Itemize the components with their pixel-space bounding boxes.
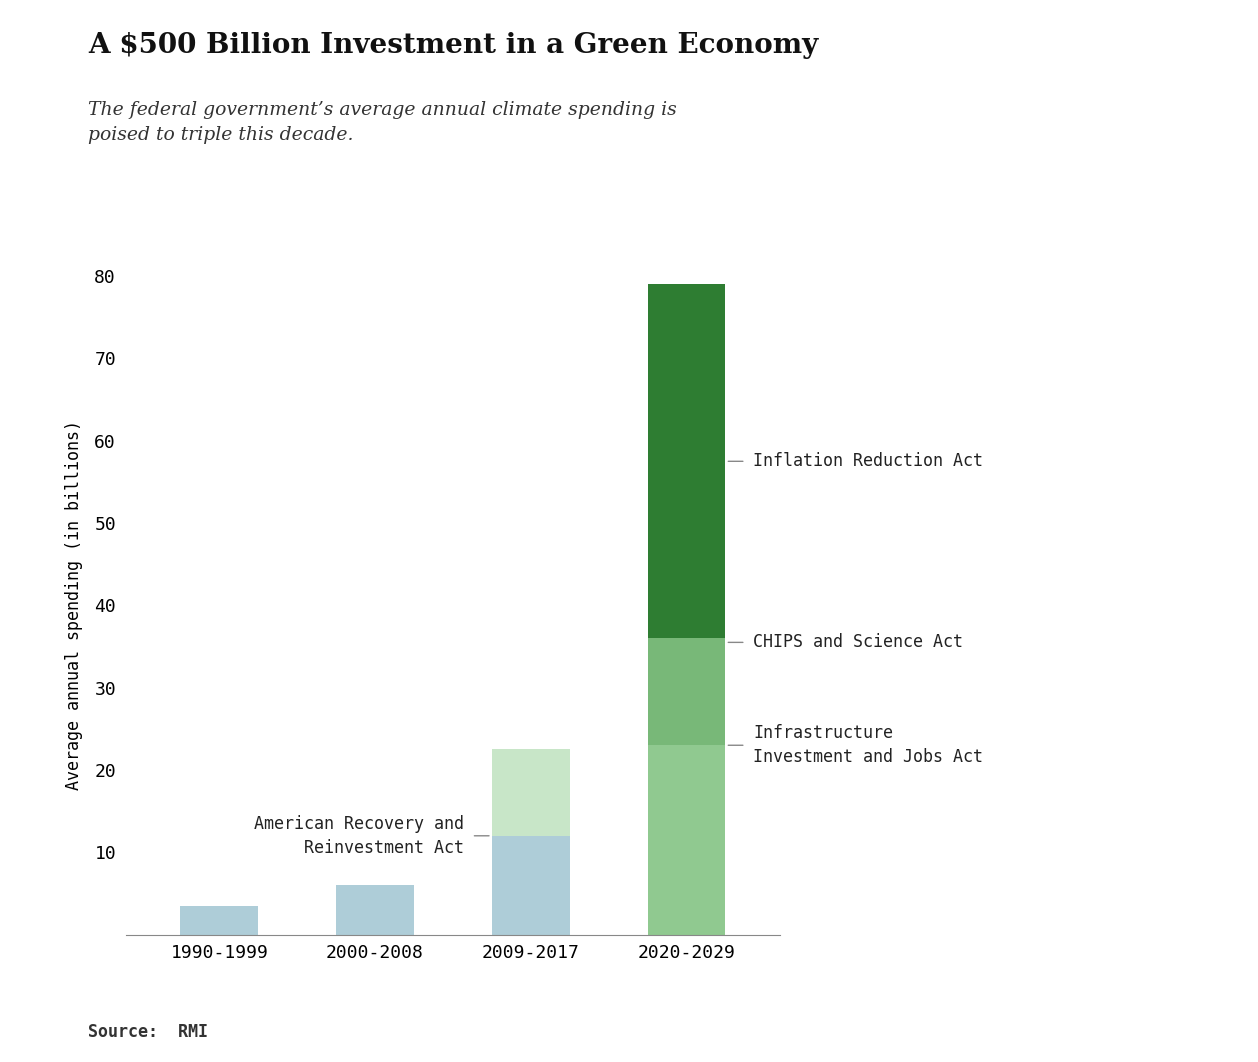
Text: The federal government’s average annual climate spending is
poised to triple thi: The federal government’s average annual …	[88, 101, 677, 143]
Bar	[180, 906, 258, 935]
Text: American Recovery and
Reinvestment Act: American Recovery and Reinvestment Act	[254, 815, 464, 857]
Bar	[492, 750, 570, 836]
Bar	[492, 836, 570, 935]
Y-axis label: Average annual spending (in billions): Average annual spending (in billions)	[65, 421, 83, 790]
Text: Source:  RMI: Source: RMI	[88, 1023, 208, 1041]
Text: CHIPS and Science Act: CHIPS and Science Act	[754, 633, 964, 651]
Bar	[648, 638, 726, 746]
Text: Infrastructure
Investment and Jobs Act: Infrastructure Investment and Jobs Act	[754, 724, 984, 766]
Bar	[648, 746, 726, 935]
Bar	[648, 285, 726, 638]
Text: Inflation Reduction Act: Inflation Reduction Act	[754, 452, 984, 470]
Text: A $500 Billion Investment in a Green Economy: A $500 Billion Investment in a Green Eco…	[88, 32, 818, 58]
Bar	[336, 886, 414, 935]
